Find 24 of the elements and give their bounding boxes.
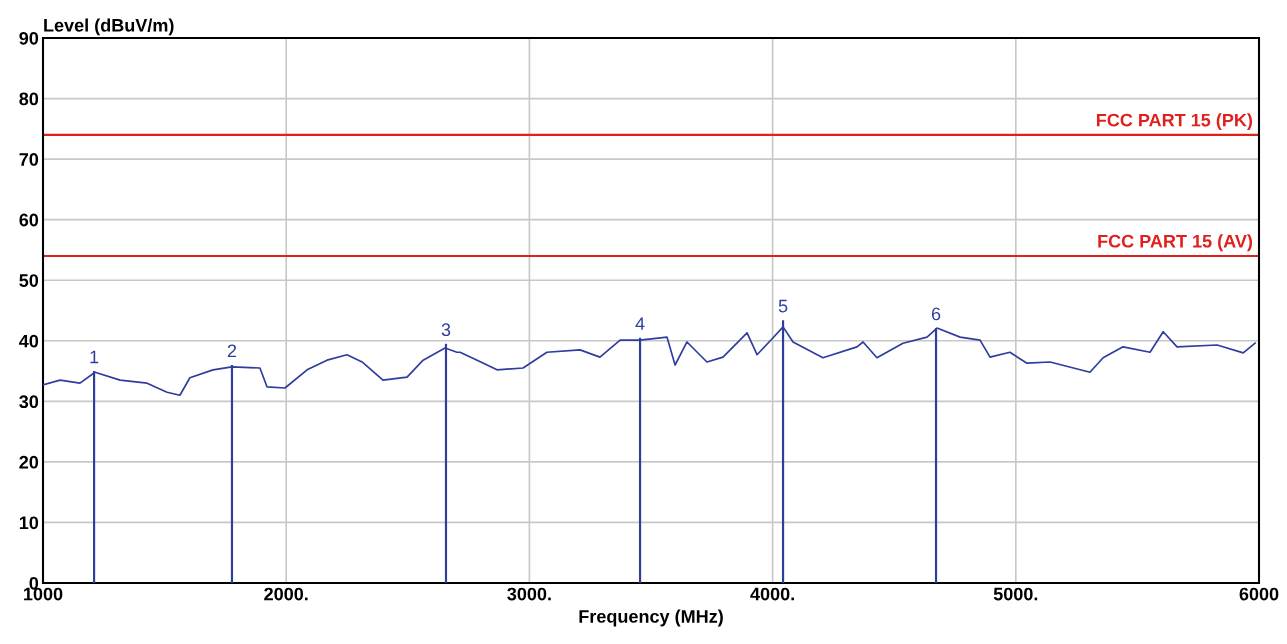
annotation: 5 bbox=[778, 299, 788, 313]
y-tick-label: 60 bbox=[19, 213, 39, 227]
x-tick-label: 6000 bbox=[1239, 587, 1279, 601]
y-tick-label: 80 bbox=[19, 92, 39, 106]
y-tick-label: 70 bbox=[19, 153, 39, 166]
y-tick-label: 40 bbox=[19, 334, 39, 348]
x-tick-label: 2000. bbox=[264, 587, 308, 601]
y-tick-label: 90 bbox=[19, 31, 39, 45]
y-tick-label: 50 bbox=[19, 274, 39, 287]
ref-line-label: FCC PART 15 (AV) bbox=[1098, 234, 1253, 252]
annotation: 1 bbox=[90, 350, 99, 364]
y-tick-label: 20 bbox=[19, 455, 39, 469]
x-tick-label: 4000. bbox=[750, 587, 794, 601]
x-axis-title: Frequency (MHz) bbox=[579, 609, 723, 627]
annotation: 6 bbox=[931, 307, 941, 321]
annotation: 4 bbox=[635, 317, 645, 330]
x-tick-label: 3000. bbox=[507, 587, 551, 601]
y-axis-title: Level (dBuV/m) bbox=[44, 18, 174, 36]
y-tick-label: 10 bbox=[19, 516, 39, 530]
ref-line-label: FCC PART 15 (PK) bbox=[1096, 113, 1253, 131]
y-tick-label: 30 bbox=[19, 395, 39, 409]
annotation: 3 bbox=[441, 323, 451, 337]
annotation: 2 bbox=[227, 344, 237, 358]
x-tick-label: 5000. bbox=[993, 587, 1038, 601]
